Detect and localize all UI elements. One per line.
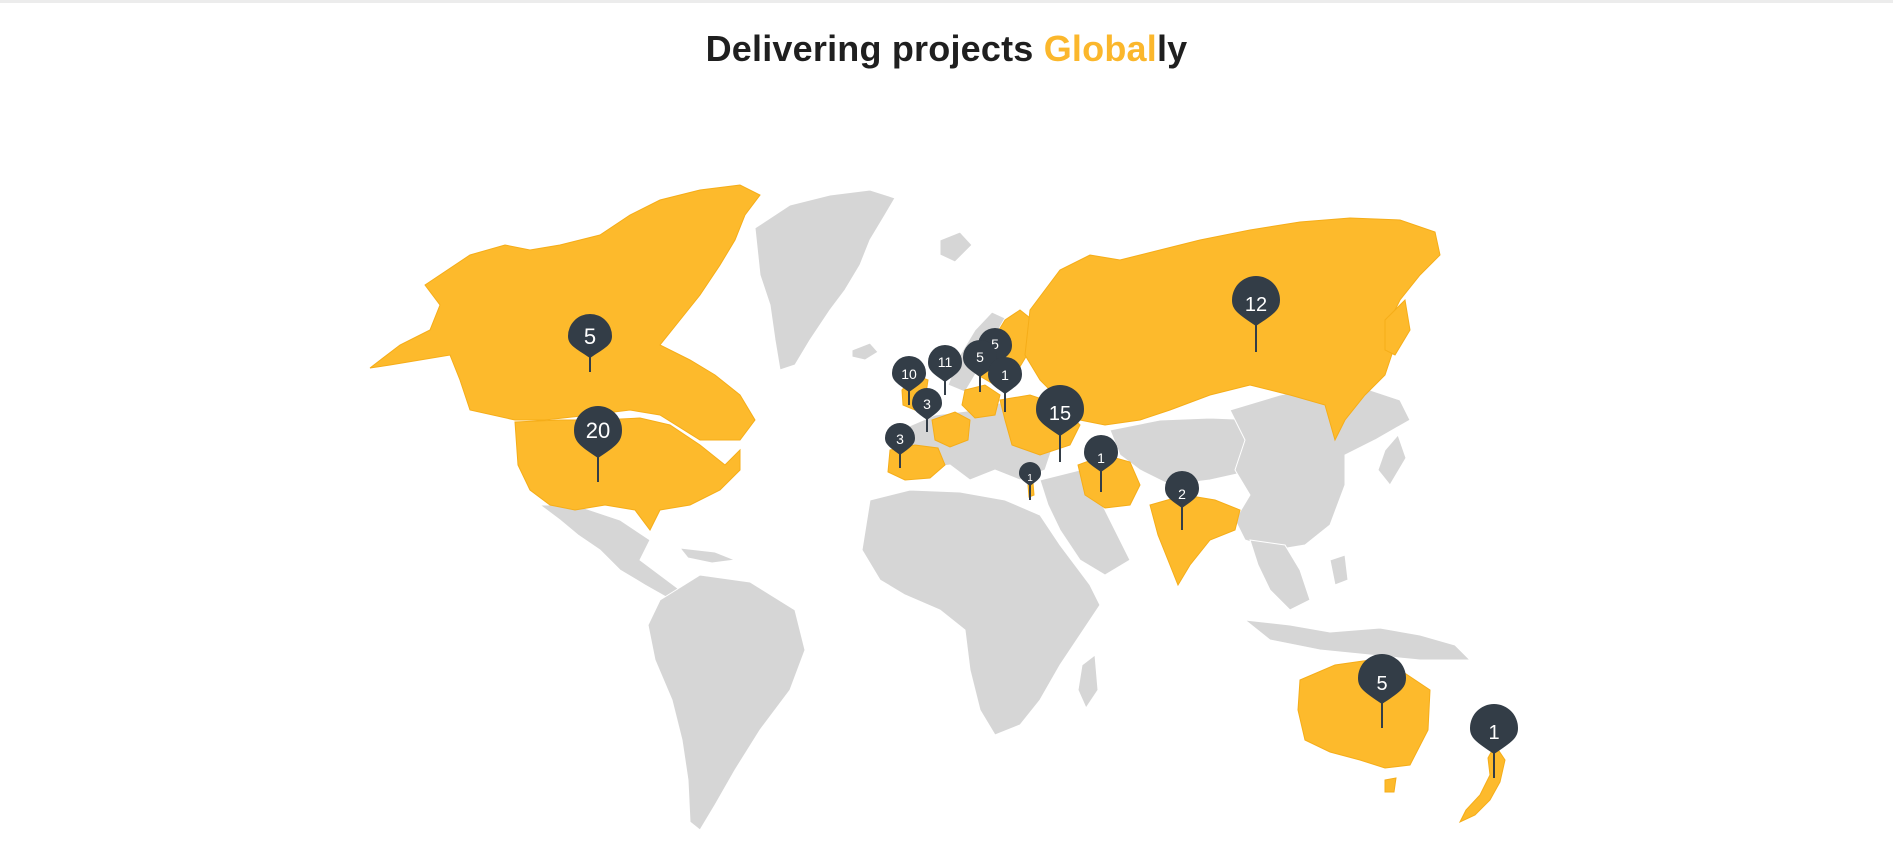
country-india (1149, 494, 1241, 587)
marker-label: 1 (1001, 367, 1009, 383)
country-canada-alaska (369, 184, 761, 441)
region-caribbean (678, 547, 737, 564)
country-tasmania (1384, 777, 1397, 793)
continent-africa (861, 489, 1101, 736)
marker-ukraine[interactable]: 15 (1036, 385, 1084, 462)
marker-label: 3 (896, 431, 904, 447)
country-france (931, 411, 971, 448)
marker-label: 1 (1488, 722, 1499, 744)
marker-layer: 5 20 10 11 3 3 (568, 276, 1518, 778)
country-iceland (851, 342, 879, 361)
marker-australia[interactable]: 5 (1358, 654, 1406, 728)
marker-israel[interactable]: 1 (1019, 462, 1041, 500)
country-denmark-germany (961, 384, 1001, 419)
marker-label: 1 (1027, 473, 1033, 484)
title-highlight: Global (1043, 28, 1157, 69)
marker-label: 15 (1049, 403, 1071, 425)
marker-india[interactable]: 2 (1165, 471, 1199, 530)
marker-canada[interactable]: 5 (568, 314, 612, 372)
marker-portugal[interactable]: 3 (885, 423, 915, 468)
marker-label: 10 (901, 366, 917, 382)
marker-sweden[interactable]: 5 (963, 340, 997, 392)
region-svalbard (939, 231, 973, 263)
country-russia (1024, 217, 1441, 442)
marker-russia[interactable]: 12 (1232, 276, 1280, 352)
marker-label: 5 (991, 336, 999, 352)
marker-denmark[interactable]: 11 (928, 345, 962, 395)
marker-label: 5 (584, 324, 596, 349)
title-prefix: Delivering projects (705, 28, 1044, 69)
country-usa (514, 417, 741, 531)
marker-usa[interactable]: 20 (574, 406, 622, 482)
marker-iran[interactable]: 1 (1084, 435, 1118, 492)
marker-label: 12 (1245, 294, 1267, 316)
region-southeast-asia (1249, 539, 1311, 611)
marker-label: 11 (938, 354, 953, 370)
marker-label: 2 (1178, 486, 1186, 502)
country-greenland (754, 189, 896, 371)
country-portugal-spain (887, 444, 946, 481)
grey-land-layer (538, 189, 1472, 831)
country-new-zealand (1458, 744, 1506, 824)
top-divider (0, 0, 1893, 3)
marker-new-zealand[interactable]: 1 (1470, 704, 1518, 778)
marker-uk[interactable]: 10 (892, 356, 926, 405)
region-mexico-central-america (538, 504, 681, 599)
title-suffix: ly (1156, 28, 1188, 69)
region-philippines (1329, 554, 1349, 586)
region-indonesia (1243, 619, 1472, 661)
marker-label: 5 (976, 349, 984, 365)
marker-label: 1 (1097, 450, 1105, 466)
country-japan (1377, 434, 1407, 486)
continent-south-america (647, 574, 806, 831)
page-title: Delivering projects Globally (0, 28, 1893, 70)
marker-label: 5 (1376, 673, 1387, 695)
region-kamchatka (1384, 298, 1411, 356)
marker-label: 20 (586, 418, 610, 443)
marker-label: 3 (923, 396, 931, 412)
marker-france[interactable]: 3 (912, 388, 942, 432)
country-madagascar (1077, 654, 1099, 710)
marker-baltics[interactable]: 1 (988, 357, 1022, 412)
